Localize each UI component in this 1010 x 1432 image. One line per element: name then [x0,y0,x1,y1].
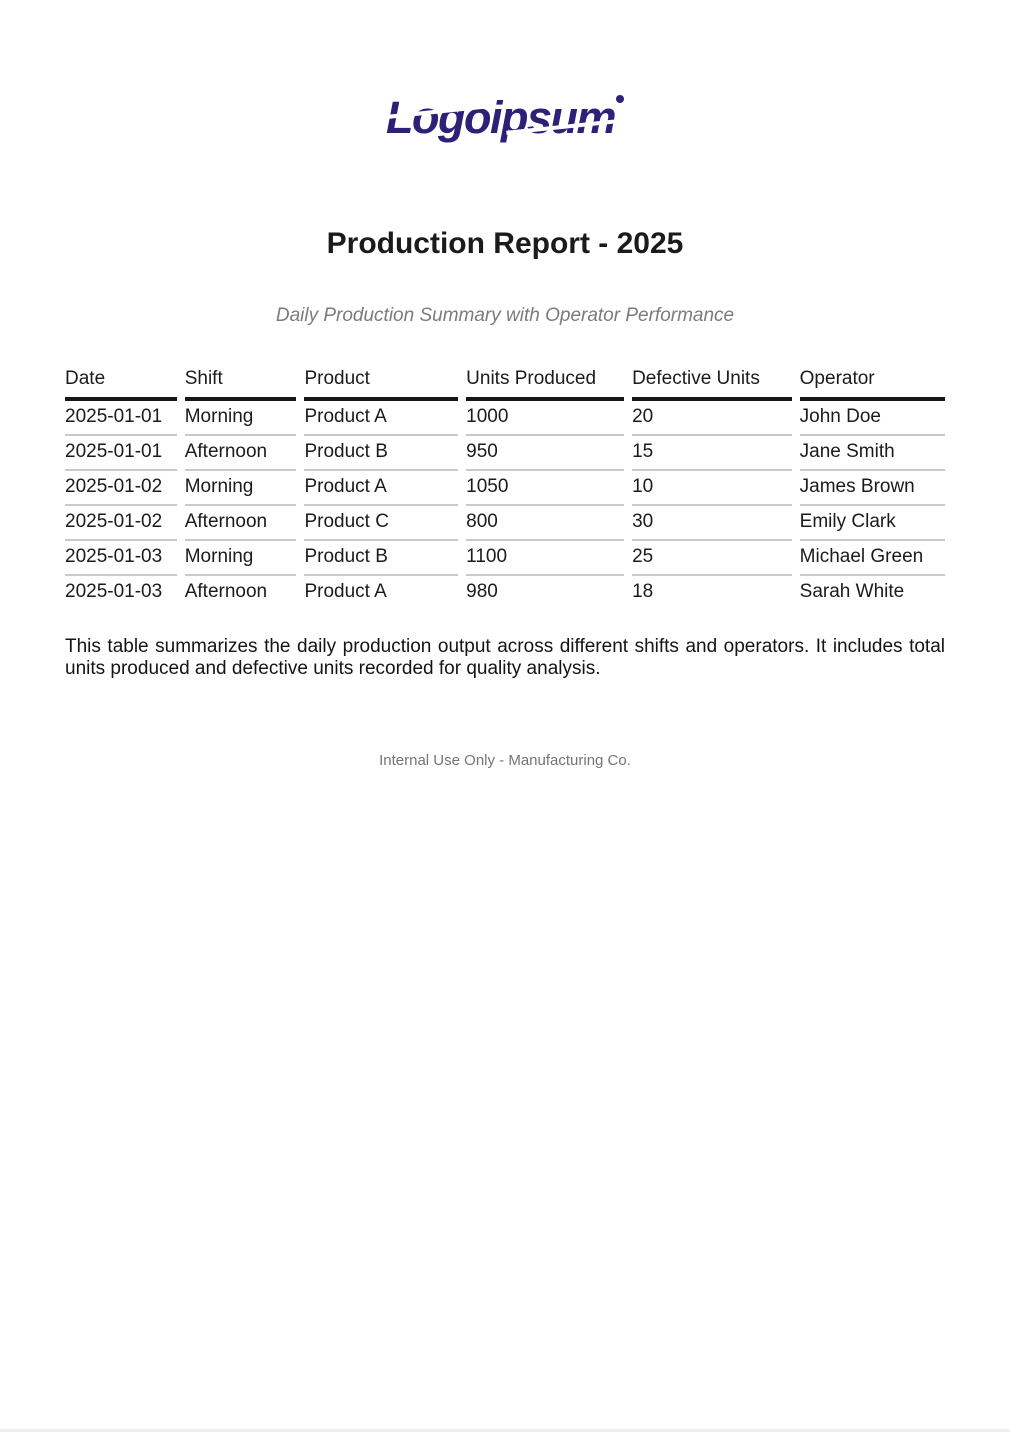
cell-date: 2025-01-02 [65,506,177,541]
page-title: Production Report - 2025 [326,227,684,260]
table-row: 2025-01-02 Morning Product A 1050 10 Jam… [65,471,945,506]
cell-operator: Sarah White [799,581,905,602]
column-header-units-produced: Units Produced [466,368,625,401]
page-subtitle: Daily Production Summary with Operator P… [275,305,735,326]
cell-shift: Morning [184,401,297,436]
cell-date: 2025-01-01 [65,401,177,436]
cell-shift: Morning [184,541,297,576]
cell-operator: Michael Green [799,541,945,576]
logo-row: Logoipsum [0,0,1010,155]
column-header-product: Product [304,368,459,401]
summary-paragraph: This table summarizes the daily producti… [65,636,945,679]
cell-defective-units: 25 [632,541,792,576]
cell-product: Product A [304,471,459,506]
cell-date: 2025-01-01 [65,436,177,471]
table-row: 2025-01-03 Morning Product B 1100 25 Mic… [65,541,945,576]
cell-shift: Afternoon [184,506,297,541]
cell-shift: Morning [184,471,297,506]
cell-shift: Afternoon [184,581,268,602]
table-header-row: Date Shift Product Units Produced Defect… [65,368,945,401]
cell-units-produced: 980 [466,581,498,602]
footer-note: Internal Use Only - Manufacturing Co. [379,752,631,769]
column-header-defective-units: Defective Units [632,368,792,401]
production-table: Date Shift Product Units Produced Defect… [57,368,953,609]
cell-product: Product B [304,436,459,471]
cell-product: Product B [304,541,459,576]
logo: Logoipsum [378,92,656,143]
cell-units-produced: 1050 [466,471,625,506]
cell-units-produced: 1100 [466,541,625,576]
cell-units-produced: 1000 [466,401,625,436]
report-content: Production Report - 2025 Daily Productio… [0,227,1010,769]
page-bottom-edge [0,1429,1010,1432]
table-row: 2025-01-01 Morning Product A 1000 20 Joh… [65,401,945,436]
column-header-date: Date [65,368,177,401]
cell-product: Product C [304,506,459,541]
cell-defective-units: 15 [632,436,792,471]
cell-operator: James Brown [799,471,945,506]
cell-shift: Afternoon [184,436,297,471]
cell-defective-units: 20 [632,401,792,436]
table-row: 2025-01-03 Afternoon Product A 980 18 Sa… [65,576,945,609]
cell-operator: John Doe [799,401,945,436]
cell-operator: Emily Clark [799,506,945,541]
cell-units-produced: 950 [466,436,625,471]
cell-product: Product A [304,581,387,602]
logo-dot-icon [615,95,624,103]
cell-defective-units: 18 [632,581,654,602]
column-header-operator: Operator [799,368,945,401]
column-header-shift: Shift [184,368,297,401]
table-row: 2025-01-02 Afternoon Product C 800 30 Em… [65,506,945,541]
cell-units-produced: 800 [466,506,625,541]
logo-text: Logoipsum [386,92,616,143]
cell-defective-units: 10 [632,471,792,506]
cell-product: Product A [304,401,459,436]
table-row: 2025-01-01 Afternoon Product B 950 15 Ja… [65,436,945,471]
cell-date: 2025-01-02 [65,471,177,506]
cell-operator: Jane Smith [799,436,945,471]
cell-date: 2025-01-03 [65,581,163,602]
cell-defective-units: 30 [632,506,792,541]
cell-date: 2025-01-03 [65,541,177,576]
